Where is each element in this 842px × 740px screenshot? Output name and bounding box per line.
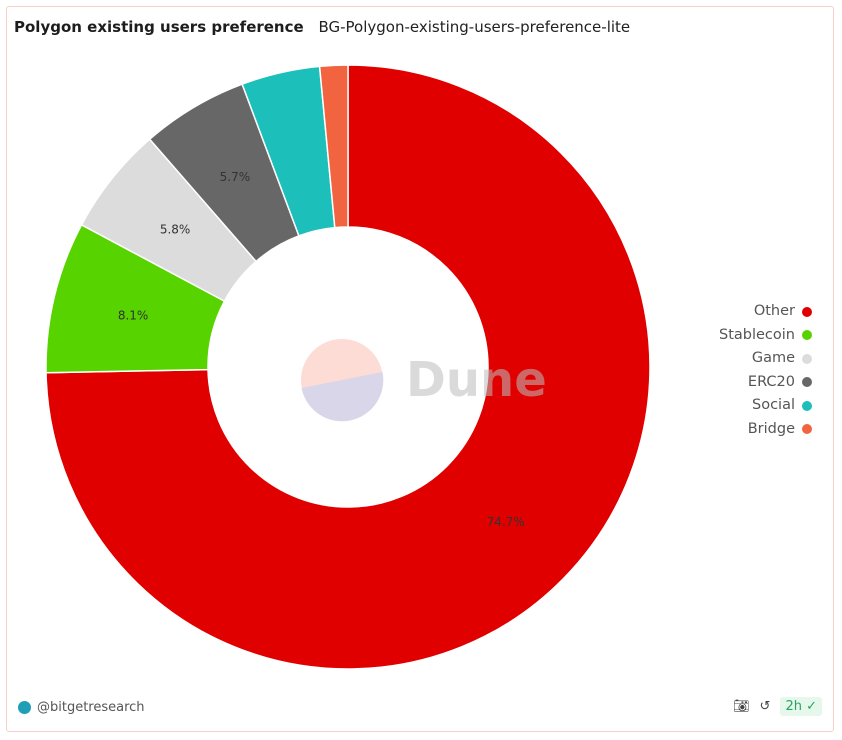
- refresh-icon[interactable]: ↺: [759, 699, 771, 714]
- legend-item-game[interactable]: Game: [719, 347, 812, 371]
- chart-header: Polygon existing users preference BG-Pol…: [14, 18, 630, 36]
- camera-icon[interactable]: 📷︎: [733, 699, 750, 714]
- legend-dot-icon: [802, 330, 812, 341]
- footer-tools: 📷︎ ↺ 2h ✓: [733, 697, 822, 716]
- legend-dot-icon: [802, 400, 812, 411]
- legend: Other Stablecoin Game ERC20 Social Bridge: [719, 300, 812, 441]
- legend-item-social[interactable]: Social: [719, 394, 812, 418]
- legend-label: Other: [753, 303, 795, 319]
- dune-watermark: Dune: [300, 338, 547, 422]
- chart-title: Polygon existing users preference: [14, 18, 304, 36]
- watermark-text: Dune: [406, 352, 547, 408]
- legend-item-bridge[interactable]: Bridge: [719, 418, 812, 442]
- legend-label: ERC20: [747, 373, 795, 390]
- slice-other[interactable]: [45, 64, 651, 670]
- data-label-erc20: 5.7%: [220, 170, 251, 184]
- legend-label: Social: [752, 397, 795, 413]
- legend-label: Bridge: [747, 420, 795, 437]
- check-circle-icon: ✓: [806, 699, 817, 714]
- query-name[interactable]: BG-Polygon-existing-users-preference-lit…: [318, 18, 631, 36]
- footer-author[interactable]: @bitgetresearch: [18, 700, 145, 715]
- avatar: [18, 701, 31, 714]
- legend-label: Game: [751, 350, 795, 366]
- legend-item-other[interactable]: Other: [719, 300, 812, 324]
- legend-item-stablecoin[interactable]: Stablecoin: [719, 324, 812, 348]
- chart-card: [6, 6, 834, 732]
- legend-dot-icon: [802, 424, 812, 435]
- data-label-other: 74.7%: [487, 515, 525, 529]
- data-label-game: 5.8%: [160, 222, 191, 236]
- author-name[interactable]: @bitgetresearch: [37, 700, 145, 715]
- freshness-badge[interactable]: 2h ✓: [780, 697, 822, 716]
- freshness-text: 2h: [785, 699, 802, 714]
- slice-bridge[interactable]: [318, 64, 349, 229]
- legend-item-erc20[interactable]: ERC20: [719, 371, 812, 395]
- dune-logo-icon: [301, 339, 384, 422]
- legend-dot-icon: [802, 377, 812, 388]
- legend-label: Stablecoin: [719, 326, 795, 343]
- legend-dot-icon: [802, 353, 812, 364]
- legend-dot-icon: [802, 306, 812, 317]
- data-label-stablecoin: 8.1%: [118, 308, 149, 322]
